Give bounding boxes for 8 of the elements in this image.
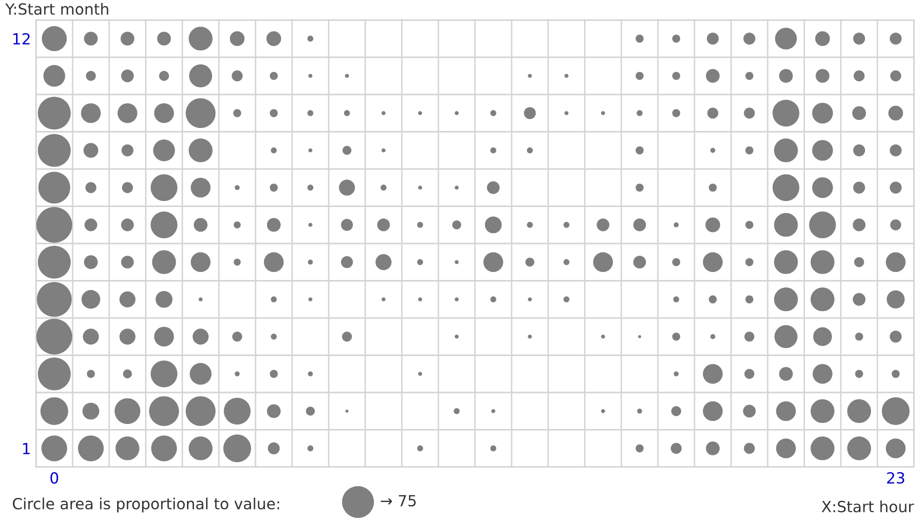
y-axis-title: Y:Start month (5, 2, 108, 15)
x-tick-label: 23 (887, 472, 904, 484)
x-tick-label: 0 (50, 472, 58, 484)
legend-label: → 75 (380, 495, 416, 506)
x-axis-title: X:Start hour (822, 500, 914, 512)
y-tick-label: 12 (13, 33, 30, 44)
y-tick-label: 1 (23, 443, 30, 454)
legend-title: Circle area is proportional to value: (12, 498, 280, 512)
